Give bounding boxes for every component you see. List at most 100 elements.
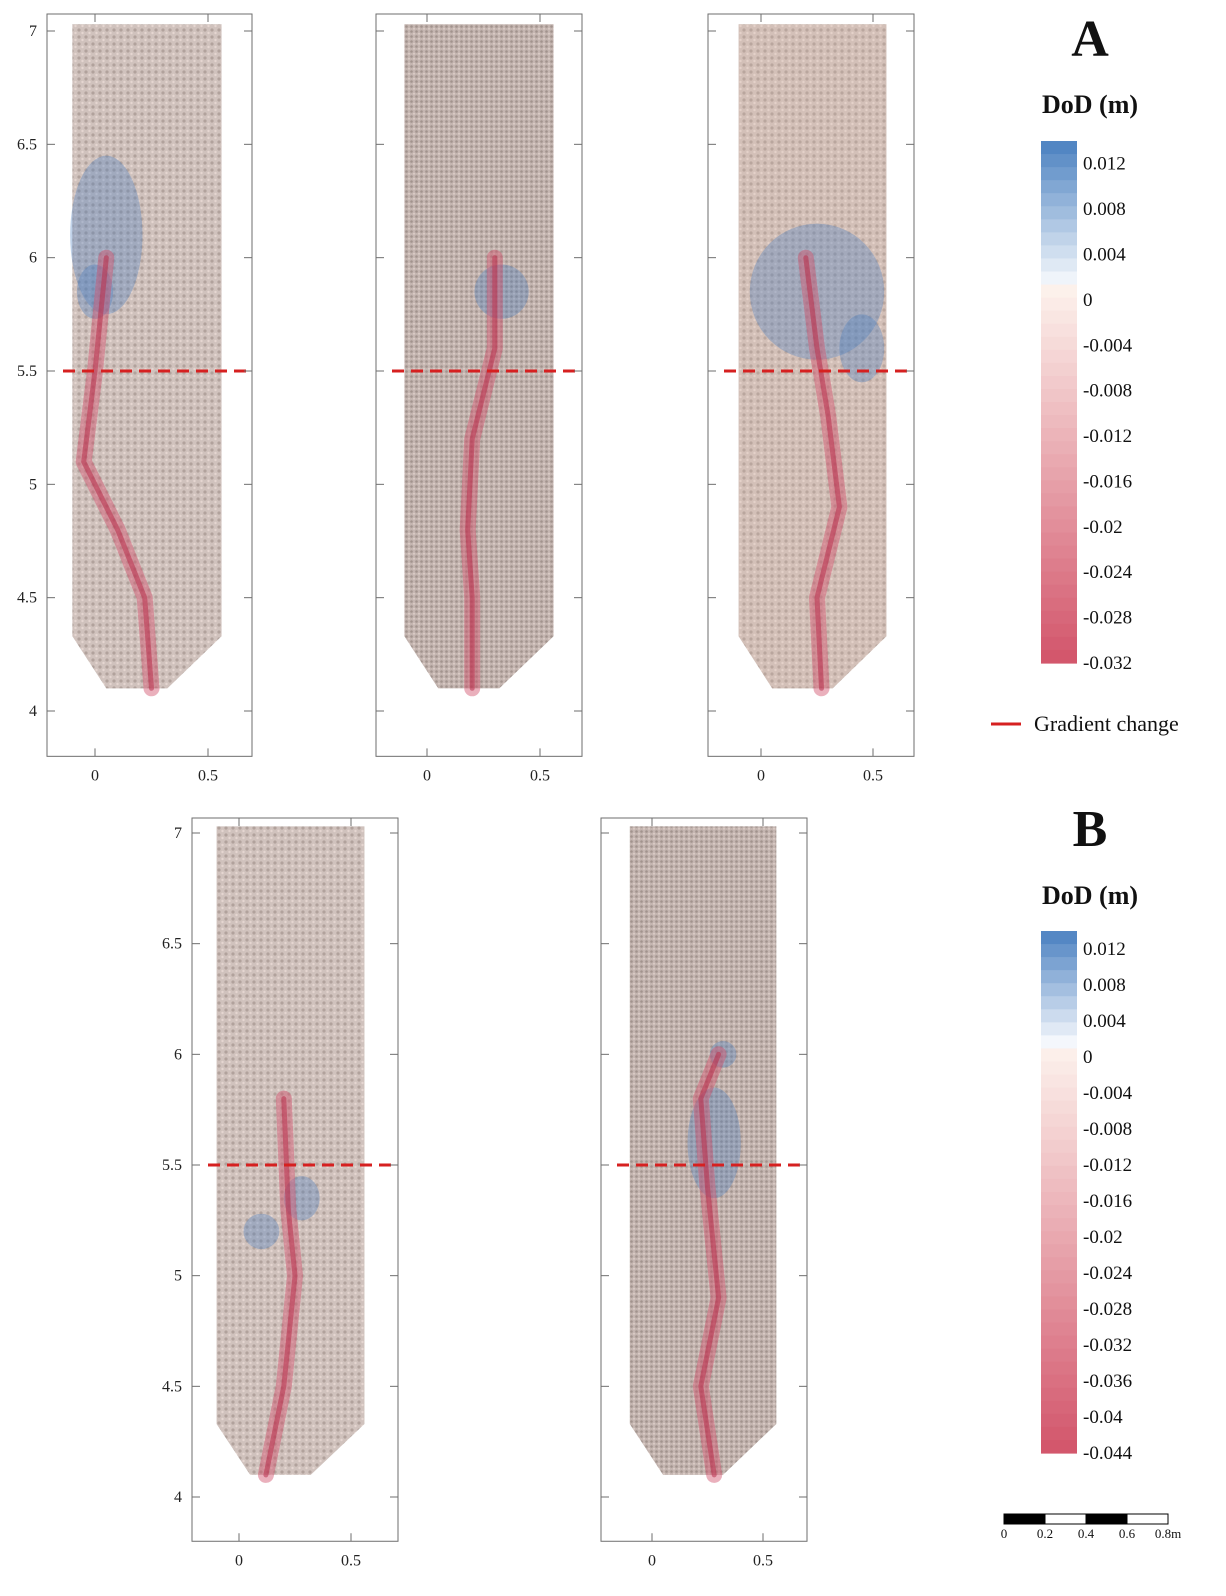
colorbar-segment [1041, 310, 1077, 325]
colorbar-segment [1041, 375, 1077, 390]
colorbar-label: -0.028 [1083, 1299, 1132, 1320]
colorbar-segment [1041, 506, 1077, 521]
y-tick-label: 4 [29, 703, 37, 720]
colorbar-segment [1041, 558, 1077, 573]
deposition-area [749, 223, 885, 360]
colorbar-label: -0.028 [1083, 608, 1132, 629]
panel-label: B [1073, 801, 1108, 858]
colorbar-segment [1041, 1231, 1077, 1245]
colorbar-label: -0.012 [1083, 426, 1132, 447]
x-tick-label: 0 [91, 767, 99, 784]
colorbar-segment [1041, 1283, 1077, 1297]
map-panel-a3: 0 0.5 [707, 13, 915, 784]
colorbar-label: 0.012 [1083, 939, 1126, 960]
colorbar-segment [1041, 180, 1077, 194]
y-tick-label: 5.5 [17, 363, 37, 380]
deposition-area [70, 155, 143, 315]
colorbar-label: -0.008 [1083, 381, 1132, 402]
colorbar-label: -0.004 [1083, 1083, 1133, 1104]
dod-overlay [404, 24, 554, 689]
scale-bar-label: 0.6 [1119, 1526, 1136, 1541]
x-tick-label: 0 [235, 1552, 243, 1569]
dod-overlay [216, 826, 365, 1475]
map-panel-b1: 4 4.5 5 5.5 6 6.5 7 0 0.5 [162, 817, 399, 1569]
colorbar-segment [1041, 1009, 1077, 1023]
erosion-thalweg [465, 255, 498, 691]
colorbar-segment [1041, 245, 1077, 260]
colorbar-segment [1041, 297, 1077, 312]
colorbar-segment [1041, 1387, 1077, 1402]
colorbar-label: -0.032 [1083, 1335, 1132, 1356]
erosion-thalweg [81, 255, 154, 691]
colorbar-segment [1041, 1439, 1077, 1454]
colorbar-segment [1041, 467, 1077, 481]
colorbar-segment [1041, 1048, 1077, 1063]
dod-overlay [738, 24, 887, 689]
y-tick-label: 7 [174, 825, 182, 842]
colorbar-segment [1041, 206, 1077, 220]
colorbar-segment [1041, 271, 1077, 286]
scale-bar-label: 0.2 [1037, 1526, 1053, 1541]
colorbar-segment [1041, 1152, 1077, 1167]
x-tick-label: 0 [757, 767, 765, 784]
y-tick-label: 4 [174, 1489, 182, 1506]
colorbar-segment [1041, 519, 1077, 534]
map-panel-a2: 0 0.5 [375, 13, 583, 784]
colorbar-segment [1041, 610, 1077, 625]
map-panels: 44.555.566.570 0.5 0 0.5 0 0.544.555.566.570 0… [17, 13, 915, 1569]
colorbar-segment [1041, 1361, 1077, 1376]
deposition-area [283, 1176, 320, 1221]
colorbar-segment [1041, 957, 1077, 971]
colorbar-segment [1041, 571, 1077, 586]
panel-label: A [1071, 11, 1109, 68]
colorbar-segment [1041, 349, 1077, 364]
colorbar-segment [1041, 1374, 1077, 1389]
colorbar-segment [1041, 636, 1077, 651]
colorbar-segment [1041, 415, 1077, 429]
colorbar-segment [1041, 141, 1077, 155]
colorbar-segment [1041, 1087, 1077, 1102]
colorbar-segment [1041, 1335, 1077, 1350]
colorbar-segment [1041, 1270, 1077, 1284]
colorbar-segment [1041, 1165, 1077, 1180]
colorbar-segment [1041, 1257, 1077, 1271]
legend-title: DoD (m) [1042, 90, 1138, 119]
gradient-change-legend: Gradient change [991, 711, 1179, 736]
colorbar-segment [1041, 441, 1077, 455]
colorbar-segment [1041, 454, 1077, 468]
colorbar-segment [1041, 1139, 1077, 1154]
colorbar-segment [1041, 258, 1077, 273]
colorbar-label: -0.016 [1083, 471, 1132, 492]
colorbar-segment [1041, 623, 1077, 638]
colorbar-label: 0.008 [1083, 199, 1126, 220]
x-tick-label: 0.5 [341, 1552, 361, 1569]
colorbar-segment [1041, 402, 1077, 416]
colorbar-segment [1041, 1296, 1077, 1311]
colorbar-segment [1041, 1413, 1077, 1428]
erosion-thalweg [698, 1051, 722, 1478]
colorbar-segment [1041, 931, 1077, 945]
colorbar-segment [1041, 1426, 1077, 1441]
colorbar-label: -0.012 [1083, 1155, 1132, 1176]
deposition-area [243, 1213, 280, 1250]
colorbar-segment [1041, 493, 1077, 507]
legends: A DoD (m) 0.012 0.008 0.004 0 -0.004 -0.008 -0.0… [991, 11, 1181, 1541]
y-tick-label: 6 [29, 250, 37, 267]
colorbar-segment [1041, 1061, 1077, 1076]
legend-b: B DoD (m) 0.012 0.008 0.004 0 -0.004 -0.008 -0.0… [1041, 801, 1138, 1464]
colorbar-segment [1041, 1022, 1077, 1036]
hillshade-raster [738, 24, 887, 689]
colorbar-segment [1041, 1244, 1077, 1258]
deposition-area [839, 314, 885, 383]
colorbar-segment [1041, 480, 1077, 494]
colorbar-segment [1041, 388, 1077, 403]
colorbar-segment [1041, 1126, 1077, 1141]
colorbar-label: -0.044 [1083, 1443, 1133, 1464]
colorbar-label: -0.024 [1083, 562, 1133, 583]
y-tick-label: 7 [29, 23, 37, 40]
colorbar-segment [1041, 219, 1077, 233]
x-tick-label: 0.5 [530, 767, 550, 784]
scale-bar-segment [1003, 1513, 1046, 1525]
colorbar-label: 0 [1083, 290, 1093, 311]
colorbar-segment [1041, 970, 1077, 984]
